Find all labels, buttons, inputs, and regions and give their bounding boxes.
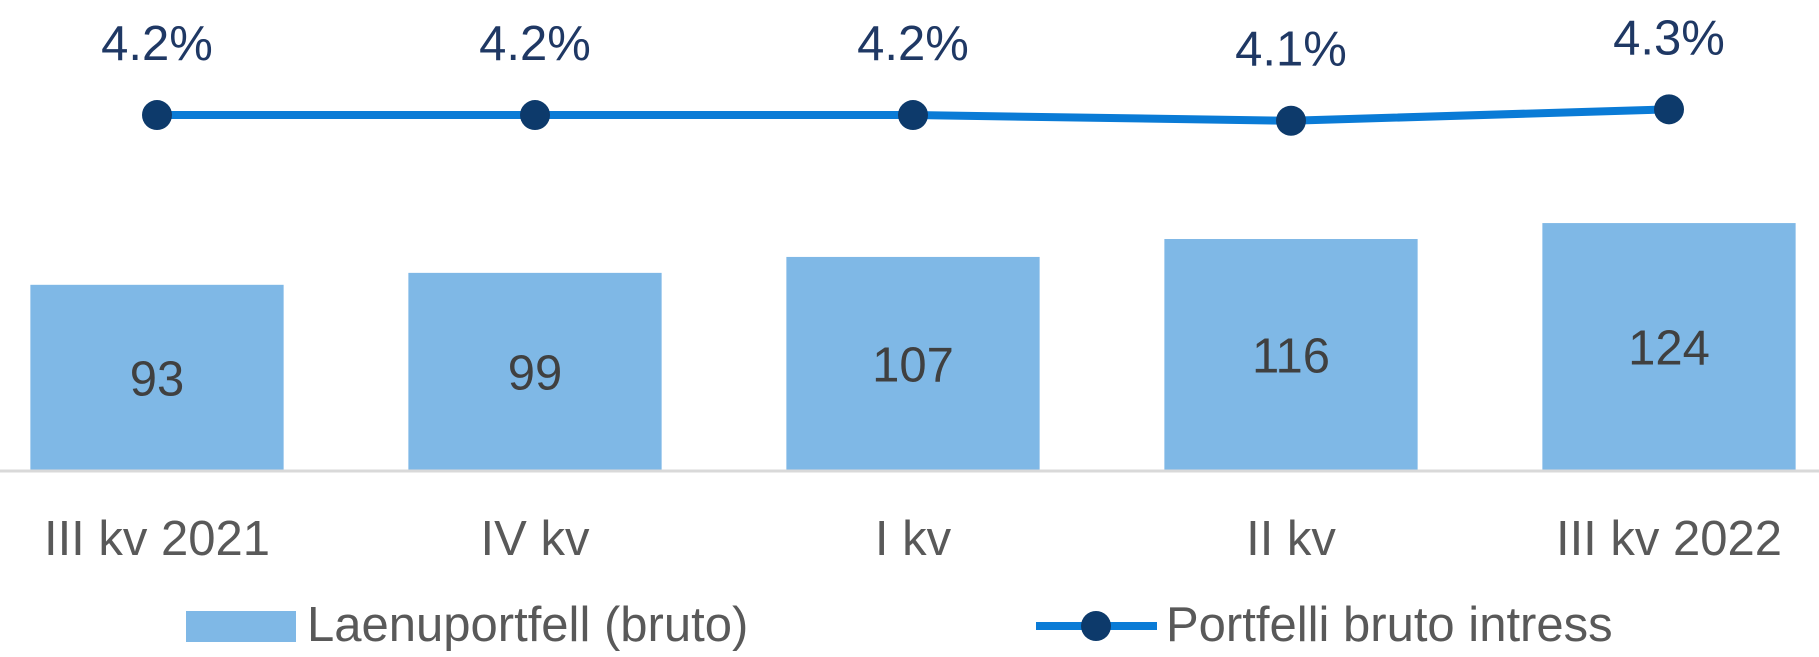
line-marker (1654, 94, 1684, 125)
bar (1164, 239, 1418, 470)
line-value-label: 4.3% (1613, 11, 1725, 65)
x-tick-label: III kv 2022 (1556, 512, 1782, 566)
bar-value-label: 124 (1628, 321, 1710, 375)
line-marker (898, 100, 928, 131)
legend-label: Portfelli bruto intress (1166, 598, 1613, 652)
bar (786, 256, 1040, 470)
x-tick-label: I kv (875, 512, 952, 566)
line-value-label: 4.2% (101, 17, 213, 71)
line-marker (142, 100, 172, 131)
x-tick-label: III kv 2021 (44, 512, 270, 566)
bar (30, 284, 284, 470)
line-value-label: 4.2% (857, 17, 969, 71)
line-marker (1276, 105, 1306, 136)
bar-value-label: 116 (1252, 329, 1330, 383)
bar-value-label: 99 (508, 346, 563, 400)
legend-swatch (186, 611, 296, 642)
x-tick-label: II kv (1246, 512, 1336, 566)
bar (1542, 223, 1796, 470)
bar-value-label: 107 (872, 338, 954, 392)
line-value-label: 4.1% (1235, 23, 1347, 77)
line-marker (520, 100, 550, 131)
legend-label: Laenuportfell (bruto) (307, 598, 748, 652)
legend-swatch-marker (1081, 611, 1111, 641)
bar-value-label: 93 (130, 352, 185, 406)
x-tick-label: IV kv (481, 512, 590, 566)
line-value-label: 4.2% (479, 17, 591, 71)
bar (408, 272, 662, 470)
